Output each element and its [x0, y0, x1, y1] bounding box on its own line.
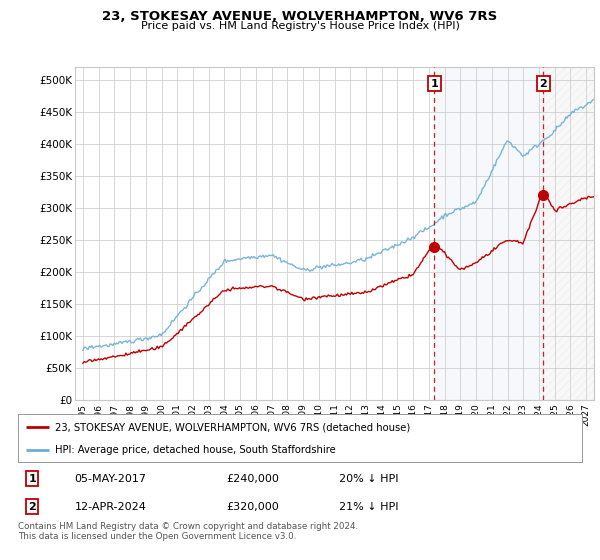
Text: HPI: Average price, detached house, South Staffordshire: HPI: Average price, detached house, Sout…: [55, 445, 335, 455]
Text: 21% ↓ HPI: 21% ↓ HPI: [340, 502, 399, 512]
Text: 12-APR-2024: 12-APR-2024: [74, 502, 146, 512]
Text: 20% ↓ HPI: 20% ↓ HPI: [340, 474, 399, 484]
Text: 2: 2: [539, 79, 547, 89]
Text: Contains HM Land Registry data © Crown copyright and database right 2024.
This d: Contains HM Land Registry data © Crown c…: [18, 522, 358, 542]
Text: 23, STOKESAY AVENUE, WOLVERHAMPTON, WV6 7RS (detached house): 23, STOKESAY AVENUE, WOLVERHAMPTON, WV6 …: [55, 422, 410, 432]
Text: 1: 1: [28, 474, 36, 484]
Text: £320,000: £320,000: [227, 502, 280, 512]
Bar: [544, 67, 594, 400]
Text: 2: 2: [28, 502, 36, 512]
Text: 1: 1: [430, 79, 438, 89]
Text: 23, STOKESAY AVENUE, WOLVERHAMPTON, WV6 7RS: 23, STOKESAY AVENUE, WOLVERHAMPTON, WV6 …: [103, 10, 497, 22]
Text: £240,000: £240,000: [227, 474, 280, 484]
Bar: [434, 67, 544, 400]
Text: Price paid vs. HM Land Registry's House Price Index (HPI): Price paid vs. HM Land Registry's House …: [140, 21, 460, 31]
Text: 05-MAY-2017: 05-MAY-2017: [74, 474, 146, 484]
